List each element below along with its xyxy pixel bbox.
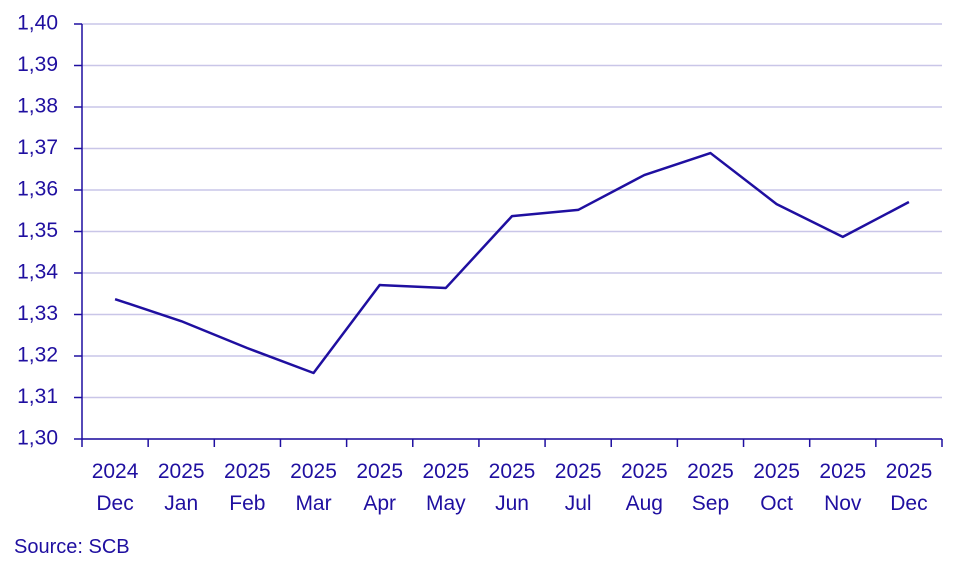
y-tick-label: 1,36 (17, 178, 58, 201)
line (114, 151, 910, 375)
y-tick-label: 1,37 (17, 136, 58, 159)
x-tick-label: 2025 Jan (157, 460, 205, 515)
x-tick-label: 2025 Dec (885, 460, 933, 515)
x-tick-label: 2025 Feb (224, 460, 271, 515)
x-tick-label: 2025 Nov (819, 460, 867, 515)
x-tick-label: 2025 Jun (488, 460, 536, 515)
x-tick-label: 2025 Aug (620, 460, 668, 515)
x-tick-label: 2024 Dec (91, 460, 139, 515)
x-tick-label: 2025 Sep (687, 460, 734, 515)
y-tick-label: 1,32 (17, 344, 58, 367)
x-tick-label: 2025 Oct (753, 460, 800, 515)
x-tick-label: 2025 Mar (290, 460, 337, 515)
x-tick-label: 2025 Apr (356, 460, 404, 515)
y-tick-label: 1,40 (17, 12, 58, 35)
y-tick-label: 1,33 (17, 302, 58, 325)
source: Source: SCB (14, 536, 130, 558)
y-tick-label: 1,31 (17, 385, 58, 408)
y-tick-label: 1,30 (17, 427, 58, 450)
x-tick-label: 2025 Jul (554, 460, 602, 515)
y-tick-label: 1,35 (17, 219, 58, 242)
y-tick-label: 1,34 (17, 261, 58, 284)
y-tick-label: 1,39 (17, 53, 58, 76)
x-tick-label: 2025 May (422, 460, 470, 515)
y-tick-label: 1,38 (17, 95, 58, 118)
